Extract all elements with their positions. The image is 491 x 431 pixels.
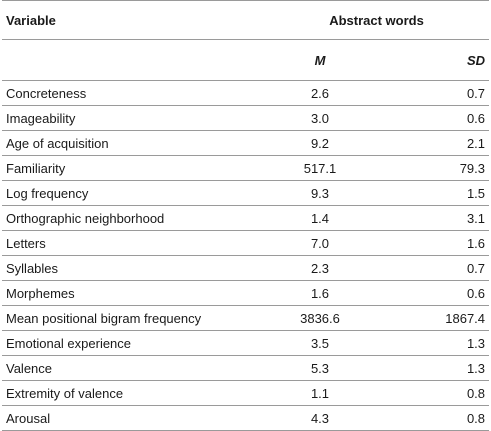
mean-cell: 3836.6 xyxy=(264,305,376,331)
blank-header-cell xyxy=(2,39,264,81)
variable-cell: Valence xyxy=(2,355,264,381)
sd-cell: 1.3 xyxy=(376,355,490,381)
sd-cell: 0.7 xyxy=(376,255,490,281)
table-row: Mean positional bigram frequency 3836.6 … xyxy=(2,305,490,331)
table-header: Variable Abstract words M SD xyxy=(2,0,490,81)
sd-cell: 3.1 xyxy=(376,205,490,231)
table-row: Valence 5.3 1.3 xyxy=(2,355,490,381)
table-row: Log frequency 9.3 1.5 xyxy=(2,180,490,206)
sd-cell: 0.7 xyxy=(376,80,490,106)
mean-column-header: M xyxy=(264,39,376,81)
mean-cell: 2.3 xyxy=(264,255,376,281)
variable-cell: Emotional experience xyxy=(2,330,264,356)
table-row: Familiarity 517.1 79.3 xyxy=(2,155,490,181)
table-row: Letters 7.0 1.6 xyxy=(2,230,490,256)
mean-cell: 9.2 xyxy=(264,130,376,156)
sd-cell: 2.1 xyxy=(376,130,490,156)
table-row: Syllables 2.3 0.7 xyxy=(2,255,490,281)
variable-cell: Concreteness xyxy=(2,80,264,106)
mean-cell: 5.3 xyxy=(264,355,376,381)
table-row: Concreteness 2.6 0.7 xyxy=(2,80,490,106)
variable-column-header: Variable xyxy=(2,0,264,40)
header-row-sub: M SD xyxy=(2,39,490,81)
table-row: Age of acquisition 9.2 2.1 xyxy=(2,130,490,156)
sd-column-header: SD xyxy=(376,39,490,81)
header-row-top: Variable Abstract words xyxy=(2,0,490,40)
abstract-words-group-header: Abstract words xyxy=(264,0,490,40)
mean-cell: 9.3 xyxy=(264,180,376,206)
variable-cell: Extremity of valence xyxy=(2,380,264,406)
sd-cell: 1.3 xyxy=(376,330,490,356)
variable-cell: Imageability xyxy=(2,105,264,131)
sd-cell: 0.6 xyxy=(376,105,490,131)
sd-cell: 0.8 xyxy=(376,405,490,431)
table-row: Orthographic neighborhood 1.4 3.1 xyxy=(2,205,490,231)
sd-cell: 1867.4 xyxy=(376,305,490,331)
sd-cell: 0.6 xyxy=(376,280,490,306)
table-body: Concreteness 2.6 0.7 Imageability 3.0 0.… xyxy=(2,80,490,431)
table-row: Extremity of valence 1.1 0.8 xyxy=(2,380,490,406)
mean-cell: 1.4 xyxy=(264,205,376,231)
mean-cell: 4.3 xyxy=(264,405,376,431)
mean-cell: 3.5 xyxy=(264,330,376,356)
variable-cell: Letters xyxy=(2,230,264,256)
table-row: Emotional experience 3.5 1.3 xyxy=(2,330,490,356)
table-row: Morphemes 1.6 0.6 xyxy=(2,280,490,306)
sd-cell: 1.6 xyxy=(376,230,490,256)
variable-cell: Familiarity xyxy=(2,155,264,181)
mean-cell: 3.0 xyxy=(264,105,376,131)
variable-cell: Age of acquisition xyxy=(2,130,264,156)
mean-cell: 2.6 xyxy=(264,80,376,106)
sd-cell: 79.3 xyxy=(376,155,490,181)
mean-cell: 1.1 xyxy=(264,380,376,406)
variable-cell: Morphemes xyxy=(2,280,264,306)
variable-cell: Orthographic neighborhood xyxy=(2,205,264,231)
mean-cell: 7.0 xyxy=(264,230,376,256)
table-row: Arousal 4.3 0.8 xyxy=(2,405,490,431)
sd-cell: 1.5 xyxy=(376,180,490,206)
mean-cell: 1.6 xyxy=(264,280,376,306)
mean-cell: 517.1 xyxy=(264,155,376,181)
variable-cell: Log frequency xyxy=(2,180,264,206)
table-row: Imageability 3.0 0.6 xyxy=(2,105,490,131)
sd-cell: 0.8 xyxy=(376,380,490,406)
variable-cell: Syllables xyxy=(2,255,264,281)
variable-cell: Mean positional bigram frequency xyxy=(2,305,264,331)
variable-cell: Arousal xyxy=(2,405,264,431)
